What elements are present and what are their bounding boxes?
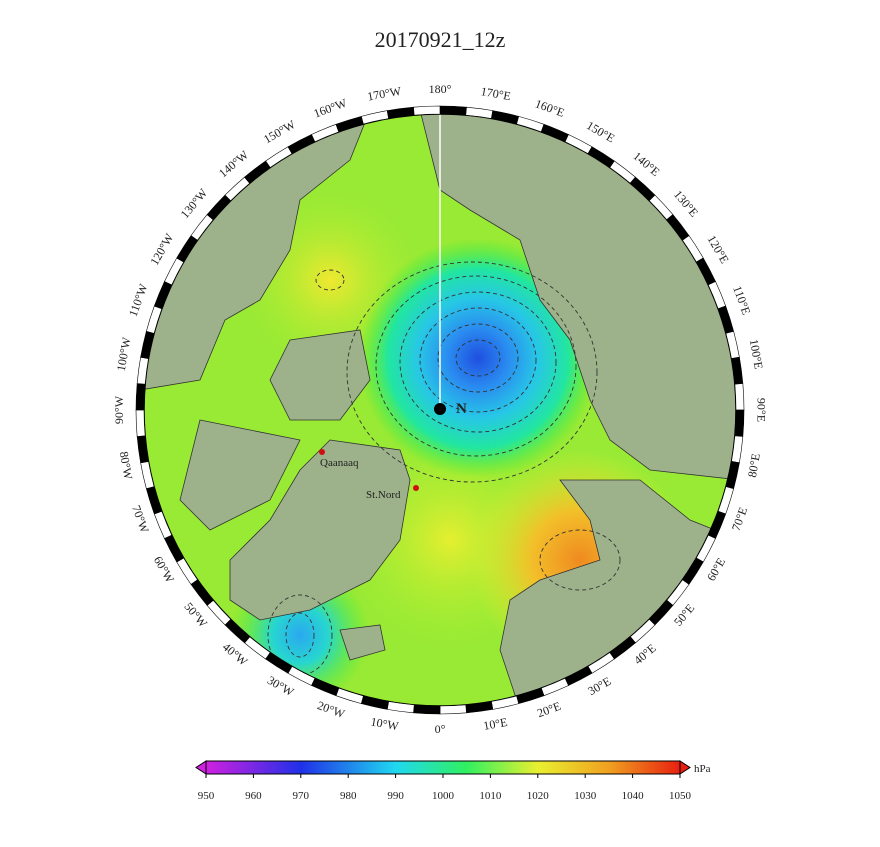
longitude-label: 40°E: [631, 641, 658, 667]
longitude-label: 60°E: [704, 555, 728, 583]
longitude-label: 110°E: [730, 284, 753, 317]
longitude-label: 150°E: [584, 118, 617, 145]
longitude-label: 120°E: [705, 233, 732, 266]
colorbar-tick-label: 1010: [479, 790, 502, 802]
longitude-label: 80°W: [117, 450, 136, 481]
graticule-ring: [135, 105, 745, 715]
longitude-label: 100°W: [114, 336, 134, 373]
border-segment: [135, 409, 146, 437]
colorbar-tick-label: 970: [293, 790, 310, 802]
colorbar-tick-label: 1020: [527, 790, 550, 802]
longitude-label: 60°W: [151, 554, 178, 586]
longitude-label: 160°E: [533, 96, 566, 119]
colorbar-gradient: [205, 760, 681, 775]
longitude-label: 20°W: [315, 698, 347, 721]
longitude-label: 50°E: [671, 601, 697, 628]
border-segment: [135, 383, 146, 411]
colorbar-tick-label: 1030: [574, 790, 597, 802]
longitude-label: 150°W: [261, 117, 298, 147]
isobars: [267, 261, 621, 676]
longitude-label: 20°E: [535, 699, 562, 720]
longitude-label: 10°W: [370, 715, 401, 734]
colorbar-tick-label: 1040: [622, 790, 645, 802]
colorbar: hPa 950 960 970 980 990 1000 1010 1020 1030 1040 1…: [195, 760, 711, 802]
colorbar-extend: [679, 760, 691, 775]
colorbar-tick-label: 1050: [669, 790, 692, 802]
longitude-label: 170°W: [366, 84, 403, 104]
longitude-label: 90°E: [754, 398, 768, 422]
border-segment: [734, 409, 745, 437]
border-segment: [413, 105, 441, 116]
longitude-label: 110°W: [126, 281, 151, 318]
pole-label: N: [456, 401, 467, 417]
border-segment: [439, 105, 467, 116]
longitude-label: 140°W: [216, 147, 252, 180]
longitude-label: 160°W: [312, 95, 349, 120]
colorbar-tick-label: 950: [198, 790, 215, 802]
colorbar-tick-label: 980: [340, 790, 357, 802]
border-segment: [413, 704, 441, 715]
colorbar-tick-label: 1000: [432, 790, 455, 802]
colorbar-unit: hPa: [694, 763, 711, 775]
longitude-label: 180°: [429, 82, 452, 96]
north-pole-marker: [434, 403, 446, 415]
longitude-label: 30°E: [585, 674, 613, 698]
border-segment: [734, 383, 745, 411]
station-marker: [319, 449, 325, 455]
longitude-label: 90°W: [112, 395, 126, 424]
longitude-label: 140°E: [630, 149, 662, 179]
longitude-label: 70°E: [729, 505, 750, 532]
longitude-label: 70°W: [129, 503, 152, 535]
longitude-label: 30°W: [265, 673, 297, 700]
pressure-low: [358, 238, 598, 478]
longitude-label: 0°: [435, 722, 446, 736]
longitude-label: 130°E: [671, 187, 701, 219]
longitude-label: 100°E: [747, 338, 766, 370]
map-title: 20170921_12z: [375, 27, 506, 52]
longitude-label: 130°W: [178, 185, 211, 221]
longitude-label: 120°W: [147, 231, 177, 268]
station-marker: [413, 485, 419, 491]
longitude-label: 10°E: [482, 715, 508, 733]
place-label: Qaanaaq: [320, 457, 359, 469]
border-segment: [439, 704, 467, 715]
longitude-label: 80°E: [745, 452, 763, 478]
colorbar-tick-label: 990: [387, 790, 404, 802]
place-label: St.Nord: [366, 489, 401, 501]
longitude-label: 170°E: [480, 84, 512, 103]
colorbar-tick-label: 960: [245, 790, 262, 802]
colorbar-extend: [195, 760, 207, 775]
